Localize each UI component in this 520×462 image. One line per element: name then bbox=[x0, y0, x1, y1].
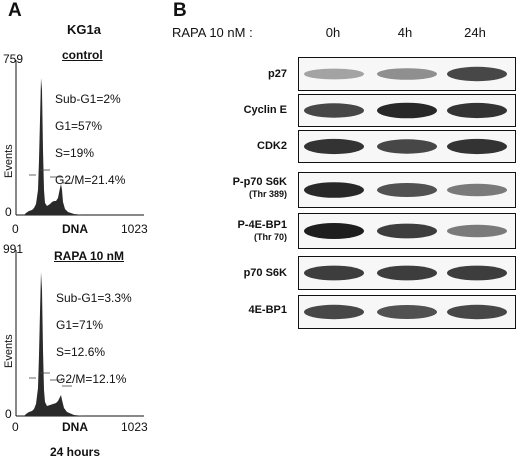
histogram-1-xmax: 1023 bbox=[121, 222, 148, 236]
timepoint-24h: 24h bbox=[464, 25, 486, 40]
histogram-1-ymin: 0 bbox=[5, 205, 12, 219]
treatment-label: RAPA 10 nM : bbox=[172, 25, 253, 40]
band-lane-2 bbox=[377, 223, 437, 239]
histogram-2-plot bbox=[15, 250, 144, 417]
blot-label-p27: p27 bbox=[268, 68, 287, 80]
band-lane-3 bbox=[447, 66, 507, 82]
band-lane-3 bbox=[447, 138, 507, 155]
cell-line-title: KG1a bbox=[67, 22, 101, 37]
stat-s: S=12.6% bbox=[56, 344, 106, 359]
histogram-1-curve bbox=[16, 78, 84, 215]
band-lane-1 bbox=[304, 223, 364, 239]
band-lane-1 bbox=[304, 265, 364, 281]
band-lane-2 bbox=[377, 68, 437, 80]
blot-cdk2 bbox=[298, 130, 516, 163]
stat-s: S=19% bbox=[55, 145, 95, 160]
condition-control-label: control bbox=[62, 48, 103, 62]
histogram-1-plot bbox=[15, 60, 144, 216]
panel-b-letter: B bbox=[173, 0, 187, 21]
band-lane-2 bbox=[377, 183, 437, 197]
band-lane-1 bbox=[304, 103, 364, 118]
band-lane-1 bbox=[304, 182, 364, 198]
blot-label-cyclin-e: Cyclin E bbox=[243, 104, 287, 116]
blot-label-4e-bp1: 4E-BP1 bbox=[248, 304, 287, 316]
histogram-2-xmax: 1023 bbox=[121, 420, 148, 434]
band-lane-2 bbox=[377, 305, 437, 319]
histogram-2-xmin: 0 bbox=[12, 420, 19, 434]
band-lane-2 bbox=[377, 139, 437, 154]
band-lane-1 bbox=[304, 68, 364, 80]
stat-g2m: G2/M=12.1% bbox=[56, 371, 127, 386]
blot-4e-bp1-bands bbox=[304, 304, 507, 320]
histogram-1-xlabel: DNA bbox=[62, 222, 88, 236]
stat-g2m: G2/M=21.4% bbox=[55, 172, 126, 187]
blot-cdk2-bands bbox=[304, 138, 507, 155]
histogram-2-curve bbox=[16, 272, 84, 416]
band-lane-3 bbox=[447, 183, 507, 197]
histogram-1-xmin: 0 bbox=[12, 222, 19, 236]
blot-sublabel-thr389: (Thr 389) bbox=[248, 189, 287, 199]
panel-a-letter: A bbox=[8, 0, 22, 21]
time-footer: 24 hours bbox=[50, 445, 101, 459]
band-lane-3 bbox=[447, 102, 507, 119]
stat-subg1: Sub-G1=3.3% bbox=[56, 290, 132, 305]
blot-p27 bbox=[298, 57, 516, 91]
band-lane-3 bbox=[447, 304, 507, 320]
histogram-2-ymax: 991 bbox=[3, 242, 24, 256]
blot-4e-bp1 bbox=[298, 295, 516, 329]
band-lane-2 bbox=[377, 265, 437, 281]
blot-label-cdk2: CDK2 bbox=[257, 140, 287, 152]
blot-cyclin-e bbox=[298, 94, 516, 127]
blot-label-p70-s6k: p70 S6K bbox=[243, 267, 287, 279]
blot-p27-bands bbox=[304, 66, 507, 82]
blot-label-p-4e-bp1: P-4E-BP1 (Thr 70) bbox=[237, 219, 287, 242]
condition-rapa-label: RAPA 10 nM bbox=[54, 249, 125, 263]
blot-p70-s6k-bands bbox=[304, 265, 507, 281]
band-lane-3 bbox=[447, 265, 507, 281]
blot-p-p70-s6k bbox=[298, 172, 516, 208]
stat-g1: G1=71% bbox=[56, 317, 104, 332]
stat-g1: G1=57% bbox=[55, 118, 103, 133]
stat-subg1: Sub-G1=2% bbox=[55, 91, 121, 106]
timepoint-4h: 4h bbox=[397, 25, 413, 40]
blot-cyclin-e-bands bbox=[304, 102, 507, 119]
band-lane-1 bbox=[304, 138, 364, 155]
histogram-1-ymax: 759 bbox=[3, 52, 24, 66]
blot-p70-s6k bbox=[298, 256, 516, 290]
timepoint-0h: 0h bbox=[325, 25, 341, 40]
band-lane-3 bbox=[447, 224, 507, 238]
blot-p-4e-bp1 bbox=[298, 213, 516, 249]
histogram-2-stats: Sub-G1=3.3% G1=71% S=12.6% G2/M=12.1% bbox=[56, 278, 132, 400]
band-lane-2 bbox=[377, 102, 437, 119]
histogram-2-ymin: 0 bbox=[5, 407, 12, 421]
band-lane-1 bbox=[304, 304, 364, 320]
blot-p-4e-bp1-bands bbox=[304, 223, 507, 239]
blot-sublabel-thr70: (Thr 70) bbox=[253, 232, 287, 242]
blot-p-p70-s6k-bands bbox=[304, 182, 507, 198]
histogram-1-stats: Sub-G1=2% G1=57% S=19% G2/M=21.4% bbox=[55, 79, 125, 201]
blot-label-p-p70-s6k: P-p70 S6K (Thr 389) bbox=[232, 176, 287, 199]
histogram-2-xlabel: DNA bbox=[62, 420, 88, 434]
